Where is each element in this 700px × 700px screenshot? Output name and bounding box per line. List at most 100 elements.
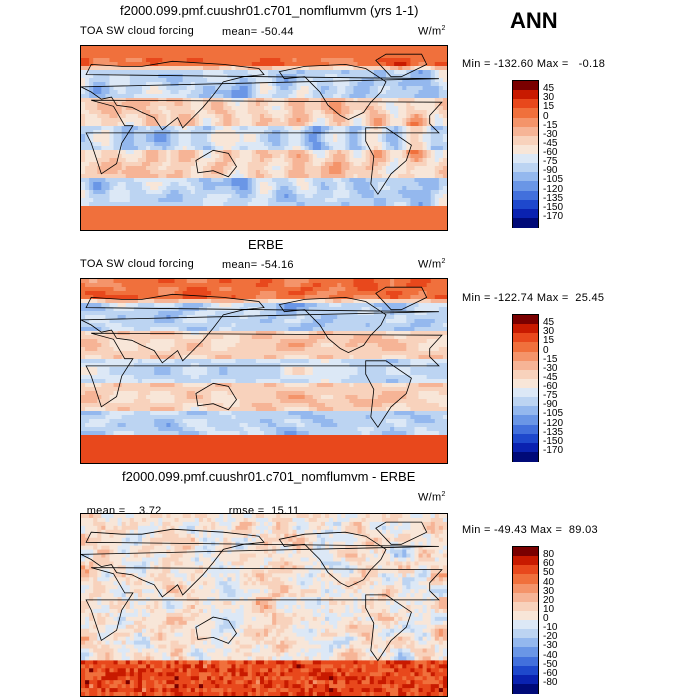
map-cell xyxy=(113,178,118,183)
map-cell xyxy=(239,50,245,55)
map-cell xyxy=(251,70,257,75)
map-cell xyxy=(377,194,383,199)
map-cell xyxy=(89,134,94,139)
map-cell xyxy=(133,202,139,207)
colorbar-cell xyxy=(513,154,538,164)
map-cell xyxy=(194,94,200,99)
map-cell xyxy=(101,90,106,95)
map-cell xyxy=(357,62,362,67)
map-cell xyxy=(320,82,326,87)
map-cell xyxy=(235,170,240,175)
map-cell xyxy=(109,283,114,288)
map-cell xyxy=(430,54,436,59)
map-cell xyxy=(129,74,135,79)
map-cell xyxy=(333,142,338,147)
map-cell xyxy=(154,134,159,139)
map-cell xyxy=(316,166,322,171)
map-cell xyxy=(239,106,245,111)
map-cell xyxy=(284,74,289,79)
map-cell xyxy=(255,210,261,215)
map-cell xyxy=(434,102,440,107)
map-cell xyxy=(150,122,155,127)
map-cell xyxy=(255,70,261,75)
map-cell xyxy=(414,78,419,83)
map-cell xyxy=(276,158,281,163)
map-cell xyxy=(312,186,318,191)
map-cell xyxy=(430,287,436,292)
map-cell xyxy=(178,279,184,284)
map-cell xyxy=(333,102,338,107)
map-cell xyxy=(142,86,147,91)
map-cell xyxy=(288,66,293,71)
map-cell xyxy=(438,50,444,55)
map-cell xyxy=(300,62,306,67)
map-cell xyxy=(442,214,447,219)
map-cell xyxy=(438,62,444,67)
map-cell xyxy=(288,130,293,135)
map-cell xyxy=(381,202,387,207)
map-cell xyxy=(203,86,208,91)
map-cell xyxy=(247,283,253,288)
map-cell xyxy=(414,126,419,131)
map-cell xyxy=(81,154,86,159)
map-cell xyxy=(349,166,354,171)
map-cell xyxy=(150,138,155,143)
map-cell xyxy=(243,182,249,187)
map-cell xyxy=(381,174,387,179)
map-cell xyxy=(235,222,240,227)
map-cell xyxy=(247,138,253,143)
map-cell xyxy=(97,186,102,191)
map-cell xyxy=(353,226,358,230)
map-cell xyxy=(345,114,350,119)
map-cell xyxy=(410,218,415,223)
map-cell xyxy=(142,58,147,63)
map-cell xyxy=(434,138,440,143)
map-cell xyxy=(223,122,228,127)
map-cell xyxy=(117,118,123,123)
map-cell xyxy=(137,214,143,219)
map-cell xyxy=(329,226,334,230)
map-cell xyxy=(434,130,440,135)
map-cell xyxy=(113,311,118,316)
map-cell xyxy=(325,98,330,103)
map-cell xyxy=(117,182,123,187)
map-cell xyxy=(166,303,171,308)
map-cell xyxy=(284,190,289,195)
map-cell xyxy=(93,279,98,284)
map-cell xyxy=(414,226,419,230)
map-cell xyxy=(312,138,318,143)
map-cell xyxy=(329,142,334,147)
map-cell xyxy=(418,186,423,191)
map-cell xyxy=(316,98,322,103)
map-cell xyxy=(129,90,135,95)
map-cell xyxy=(170,226,175,230)
map-cell xyxy=(292,206,297,211)
map-cell xyxy=(255,206,261,211)
map-cell xyxy=(150,291,155,296)
map-cell xyxy=(434,311,440,316)
map-cell xyxy=(239,206,245,211)
map-cell xyxy=(162,178,167,183)
map-cell xyxy=(129,206,135,211)
map-cell xyxy=(422,130,428,135)
map-cell xyxy=(337,66,342,71)
map-cell xyxy=(357,106,362,111)
map-cell xyxy=(422,287,428,292)
map-cell xyxy=(142,50,147,55)
map-cell xyxy=(186,303,192,308)
map-cell xyxy=(292,295,297,300)
map-cell xyxy=(300,58,306,63)
map-cell xyxy=(251,110,257,115)
map-cell xyxy=(219,291,224,296)
map-cell xyxy=(390,295,395,300)
map-cell xyxy=(398,118,403,123)
map-cell xyxy=(239,110,245,115)
map-cell xyxy=(345,58,350,63)
map-cell xyxy=(89,287,94,292)
map-cell xyxy=(369,214,375,219)
map-cell xyxy=(81,218,86,223)
map-cell xyxy=(207,283,212,288)
map-cell xyxy=(93,174,98,179)
map-cell xyxy=(219,166,224,171)
map-cell xyxy=(207,226,212,230)
